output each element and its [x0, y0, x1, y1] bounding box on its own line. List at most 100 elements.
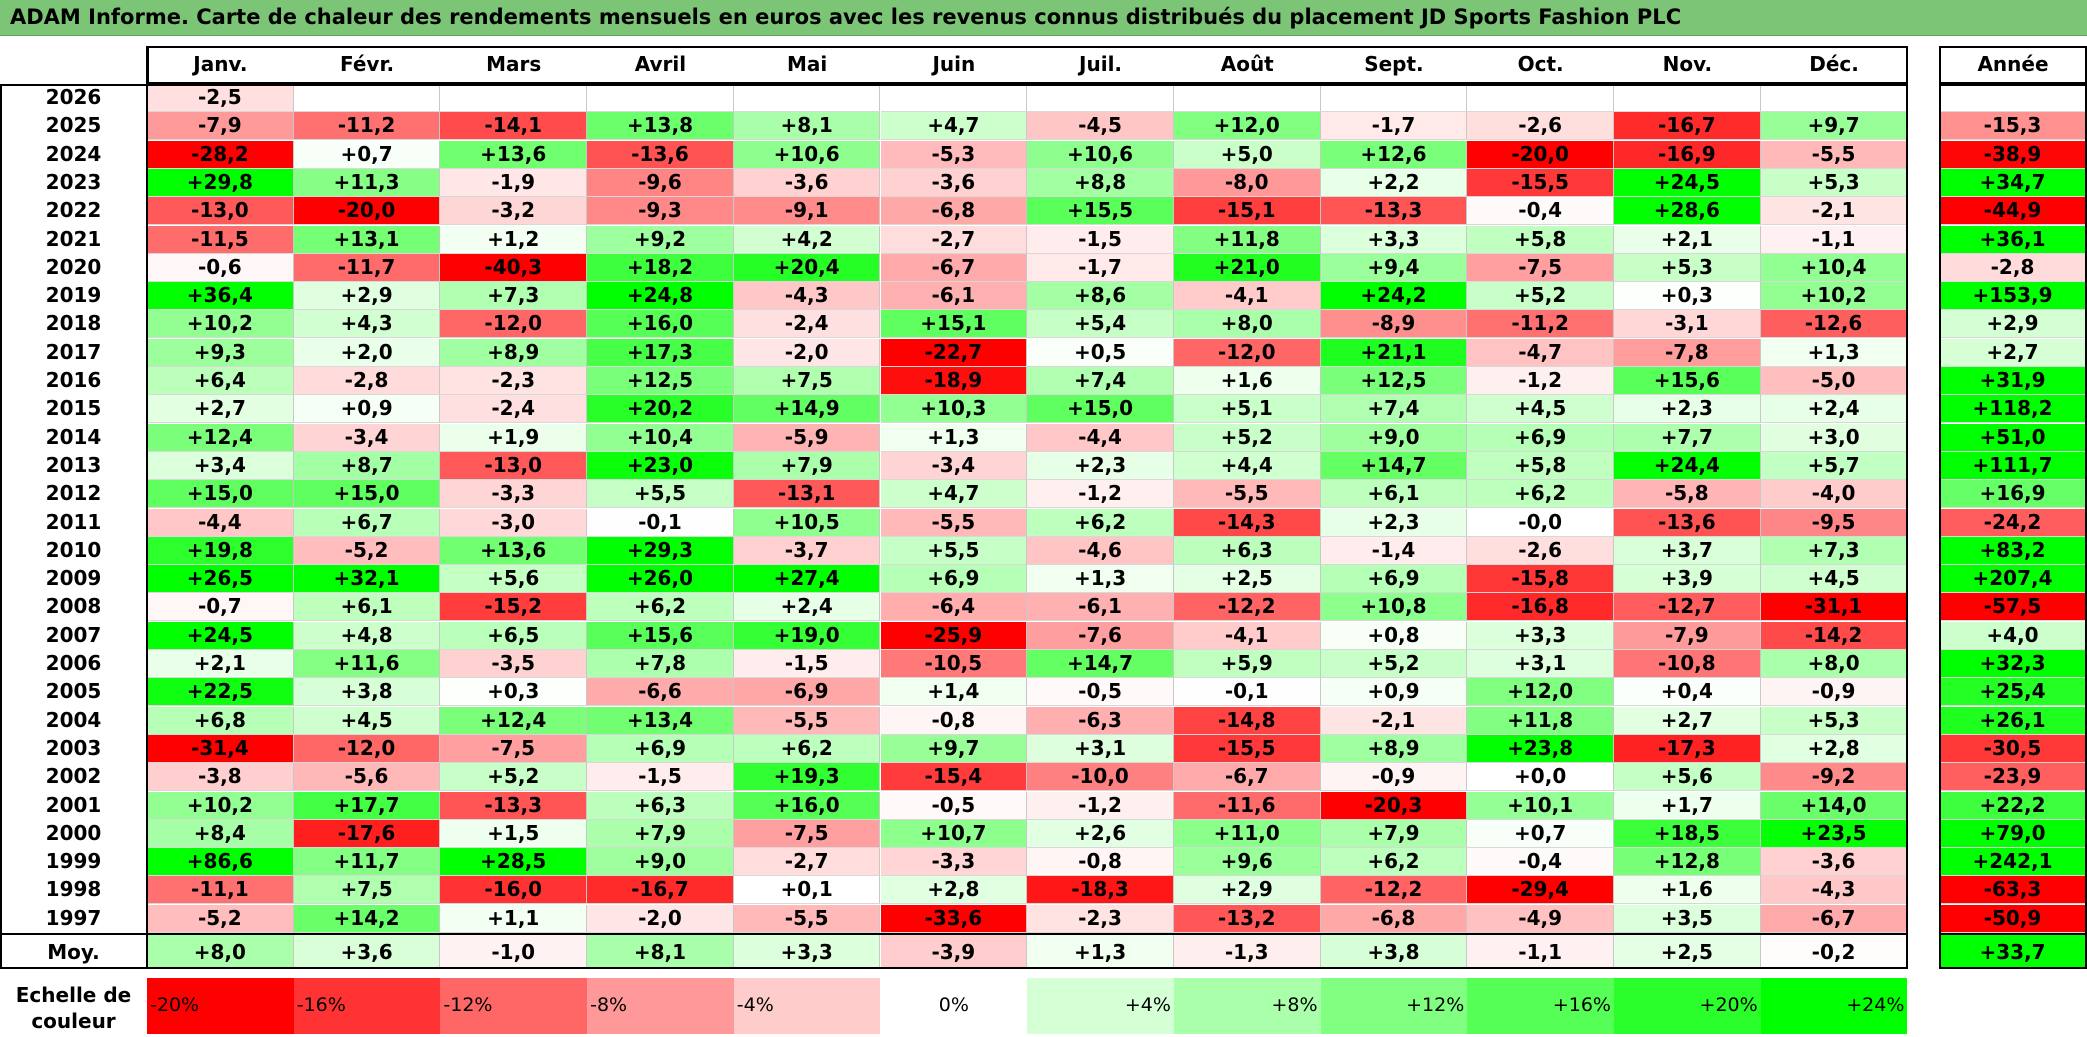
year-label: 2010: [45, 537, 102, 562]
color-scale-stop: -12%: [440, 978, 588, 1034]
heatmap-cell: [1320, 84, 1468, 112]
annual-cell: +207,4: [1939, 565, 2087, 594]
heatmap-cell: +11,7: [293, 848, 441, 877]
heatmap-cell: +1,5: [440, 819, 588, 848]
heatmap-cell: -13,0: [147, 197, 294, 226]
heatmap-cell: -25,9: [880, 621, 1028, 650]
heatmap-cell: +6,9: [1467, 423, 1614, 452]
heatmap-cell: [1027, 84, 1174, 112]
average-cell: -0,2: [1760, 935, 1908, 969]
heatmap-cell: -2,7: [733, 848, 881, 877]
heatmap-cell: +24,2: [1320, 282, 1468, 311]
heatmap-cell: -0,8: [1027, 848, 1174, 877]
heatmap-cell: -18,3: [1027, 876, 1174, 905]
heatmap-cell: -12,0: [293, 734, 441, 763]
heatmap-cell: +12,5: [587, 367, 734, 395]
heatmap-cell: +0,8: [1320, 621, 1468, 650]
heatmap-cell: +15,6: [1614, 367, 1761, 395]
heatmap-cell: +6,9: [587, 734, 734, 763]
heatmap-cell: -3,6: [1760, 848, 1908, 877]
heatmap-cell: -7,5: [733, 819, 881, 848]
year-label: 2014: [45, 424, 102, 449]
annual-cell: +34,7: [1939, 168, 2087, 197]
heatmap-cell: +1,2: [440, 225, 588, 254]
annual-cell: +2,9: [1939, 310, 2087, 339]
heatmap-cell: +15,0: [147, 480, 294, 509]
heatmap-cell: +7,8: [587, 650, 734, 678]
heatmap-cell: +12,5: [1320, 367, 1468, 395]
heatmap-cell: +26,0: [587, 565, 734, 594]
heatmap-cell: -4,1: [1173, 282, 1321, 311]
heatmap-cell: -12,2: [1173, 593, 1321, 622]
annual-cell: +242,1: [1939, 848, 2087, 877]
annual-cell: +111,7: [1939, 451, 2087, 480]
heatmap-cell: -10,5: [880, 650, 1028, 678]
heatmap-cell: -5,8: [1614, 480, 1761, 509]
heatmap-cell: -12,0: [1173, 338, 1321, 367]
heatmap-cell: +28,5: [440, 848, 588, 877]
heatmap-cell: +2,4: [1760, 395, 1908, 424]
heatmap-cell: -13,1: [733, 480, 881, 509]
heatmap-cell: [880, 84, 1028, 112]
heatmap-cell: +23,0: [587, 451, 734, 480]
heatmap-cell: +5,8: [1467, 451, 1614, 480]
heatmap-cell: -5,3: [880, 140, 1028, 169]
heatmap-cell: +21,1: [1320, 338, 1468, 367]
heatmap-cell: +6,3: [1173, 536, 1321, 565]
year-label: 2006: [45, 651, 102, 675]
heatmap-cell: +23,8: [1467, 734, 1614, 763]
heatmap-cell: +2,7: [147, 395, 294, 424]
heatmap-cell: -9,6: [587, 168, 734, 197]
heatmap-cell: -7,5: [440, 734, 588, 763]
heatmap-cell: -0,6: [147, 253, 294, 282]
year-label: 2019: [45, 283, 102, 308]
heatmap-cell: -1,2: [1467, 367, 1614, 395]
heatmap-cell: -31,4: [147, 734, 294, 763]
year-label: 2026: [45, 85, 102, 109]
heatmap-cell: -17,3: [1614, 734, 1761, 763]
heatmap-cell: -6,7: [1760, 904, 1908, 933]
heatmap-cell: -3,0: [440, 508, 588, 537]
heatmap-cell: -4,5: [1027, 112, 1174, 141]
average-cell: +8,0: [147, 935, 294, 969]
heatmap-cell: -15,8: [1467, 565, 1614, 594]
heatmap-cell: -2,1: [1760, 197, 1908, 226]
heatmap-cell: +2,3: [1027, 451, 1174, 480]
average-cell: +3,8: [1320, 935, 1468, 969]
annual-cell: +51,0: [1939, 423, 2087, 452]
heatmap-cell: -1,4: [1320, 536, 1468, 565]
heatmap-cell: +1,3: [1027, 565, 1174, 594]
heatmap-cell: +86,6: [147, 848, 294, 877]
year-label: 2009: [45, 566, 102, 591]
average-cell: +3,6: [293, 935, 441, 969]
heatmap-cell: -15,5: [1173, 734, 1321, 763]
annual-cell: -15,3: [1939, 112, 2087, 141]
heatmap-cell: +4,5: [1760, 565, 1908, 594]
heatmap-cell: +10,7: [880, 819, 1028, 848]
heatmap-cell: +24,5: [1614, 168, 1761, 197]
year-label: 2011: [45, 509, 102, 534]
heatmap-cell: +5,6: [440, 565, 588, 594]
heatmap-cell: +0,5: [1027, 338, 1174, 367]
heatmap-cell: -15,2: [440, 593, 588, 622]
heatmap-cell: +6,3: [587, 791, 734, 820]
year-label: 2022: [45, 198, 102, 223]
year-separator: [146, 46, 148, 969]
heatmap-cell: +13,1: [293, 225, 441, 254]
year-label: 2025: [45, 113, 102, 138]
heatmap-cell: -5,5: [733, 904, 881, 933]
heatmap-cell: +7,5: [733, 367, 881, 395]
heatmap-cell: +19,3: [733, 763, 881, 792]
heatmap-cell: -2,5: [147, 84, 294, 112]
heatmap-cell: -0,0: [1467, 508, 1614, 537]
heatmap-cell: +2,5: [1173, 565, 1321, 594]
heatmap-cell: -0,4: [1467, 848, 1614, 877]
heatmap-cell: +4,8: [293, 621, 441, 650]
heatmap-cell: +11,6: [293, 650, 441, 678]
heatmap-cell: -1,1: [1760, 225, 1908, 254]
heatmap-cell: +6,9: [880, 565, 1028, 594]
heatmap-cell: -9,5: [1760, 508, 1908, 537]
heatmap-cell: +6,2: [733, 734, 881, 763]
heatmap-cell: -4,4: [1027, 423, 1174, 452]
heatmap-cell: -4,7: [1467, 338, 1614, 367]
